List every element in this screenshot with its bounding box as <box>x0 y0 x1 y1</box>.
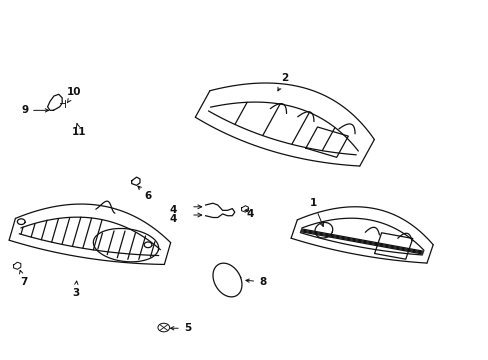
Text: 9: 9 <box>21 105 48 115</box>
Text: 7: 7 <box>20 270 27 287</box>
Text: 4: 4 <box>169 205 176 215</box>
Text: 1: 1 <box>309 198 323 226</box>
Text: 4: 4 <box>246 209 254 219</box>
Circle shape <box>158 323 169 332</box>
Text: 2: 2 <box>277 73 287 91</box>
Text: 10: 10 <box>67 87 81 103</box>
Text: 5: 5 <box>170 323 191 333</box>
Text: 8: 8 <box>245 277 266 287</box>
Text: 11: 11 <box>72 124 86 137</box>
Text: 6: 6 <box>138 186 152 201</box>
Text: 4: 4 <box>169 214 176 224</box>
Text: 3: 3 <box>72 281 79 297</box>
